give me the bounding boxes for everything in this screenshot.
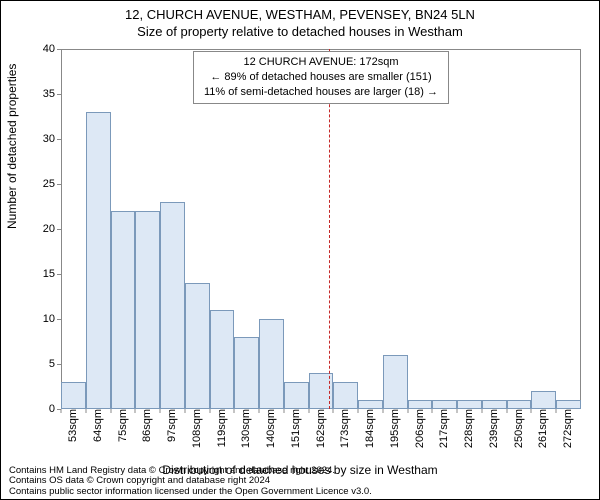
x-tick: 239sqm <box>482 409 500 448</box>
histogram-bar <box>432 400 457 409</box>
x-tick: 217sqm <box>432 409 450 448</box>
y-tick: 35 <box>43 88 61 100</box>
histogram-bar <box>86 112 111 409</box>
x-tick: 119sqm <box>210 409 228 447</box>
x-tick: 86sqm <box>135 409 153 442</box>
y-tick: 0 <box>49 403 61 415</box>
histogram-bar <box>160 202 185 409</box>
x-tick: 250sqm <box>507 409 525 448</box>
x-tick: 140sqm <box>259 409 277 448</box>
histogram-bar <box>556 400 581 409</box>
x-tick: 75sqm <box>111 409 129 442</box>
histogram-bar <box>61 382 86 409</box>
chart-container: 12, CHURCH AVENUE, WESTHAM, PEVENSEY, BN… <box>0 0 600 500</box>
histogram-bar <box>507 400 532 409</box>
y-tick: 5 <box>49 358 61 370</box>
x-tick: 261sqm <box>531 409 549 448</box>
histogram-bar <box>234 337 259 409</box>
histogram-bar <box>210 310 235 409</box>
y-tick: 15 <box>43 268 61 280</box>
info-annotation-box: 12 CHURCH AVENUE: 172sqm ← 89% of detach… <box>193 51 449 104</box>
x-tick: 64sqm <box>86 409 104 442</box>
x-tick: 162sqm <box>309 409 327 448</box>
x-tick: 206sqm <box>408 409 426 448</box>
info-line-2: ← 89% of detached houses are smaller (15… <box>204 70 438 85</box>
x-tick: 184sqm <box>358 409 376 448</box>
histogram-bar <box>111 211 136 409</box>
y-tick: 25 <box>43 178 61 190</box>
x-tick: 108sqm <box>185 409 203 448</box>
histogram-bar <box>333 382 358 409</box>
y-tick: 30 <box>43 133 61 145</box>
histogram-bar <box>457 400 482 409</box>
y-tick: 10 <box>43 313 61 325</box>
histogram-bar <box>531 391 556 409</box>
info-line-3: 11% of semi-detached houses are larger (… <box>204 85 438 100</box>
x-tick: 173sqm <box>333 409 351 448</box>
plot-area: 12 CHURCH AVENUE: 172sqm ← 89% of detach… <box>61 49 581 409</box>
histogram-bar <box>383 355 408 409</box>
x-tick: 53sqm <box>61 409 79 442</box>
attribution-text: Contains HM Land Registry data © Crown c… <box>9 466 591 497</box>
histogram-bar <box>482 400 507 409</box>
x-tick: 130sqm <box>234 409 252 448</box>
histogram-bar <box>408 400 433 409</box>
histogram-bar <box>135 211 160 409</box>
x-tick: 272sqm <box>556 409 574 448</box>
y-tick: 40 <box>43 43 61 55</box>
x-tick: 195sqm <box>383 409 401 448</box>
info-line-1: 12 CHURCH AVENUE: 172sqm <box>204 55 438 70</box>
histogram-bar <box>358 400 383 409</box>
x-tick: 151sqm <box>284 409 302 448</box>
x-tick: 97sqm <box>160 409 178 442</box>
chart-title-sub: Size of property relative to detached ho… <box>1 24 599 39</box>
y-tick: 20 <box>43 223 61 235</box>
histogram-bar <box>284 382 309 409</box>
attribution-line-2: Contains OS data © Crown copyright and d… <box>9 476 591 486</box>
histogram-bar <box>185 283 210 409</box>
chart-title-main: 12, CHURCH AVENUE, WESTHAM, PEVENSEY, BN… <box>1 7 599 22</box>
attribution-line-3: Contains public sector information licen… <box>9 487 591 497</box>
histogram-bar <box>259 319 284 409</box>
x-tick: 228sqm <box>457 409 475 448</box>
y-axis-label: Number of detached properties <box>5 64 19 229</box>
